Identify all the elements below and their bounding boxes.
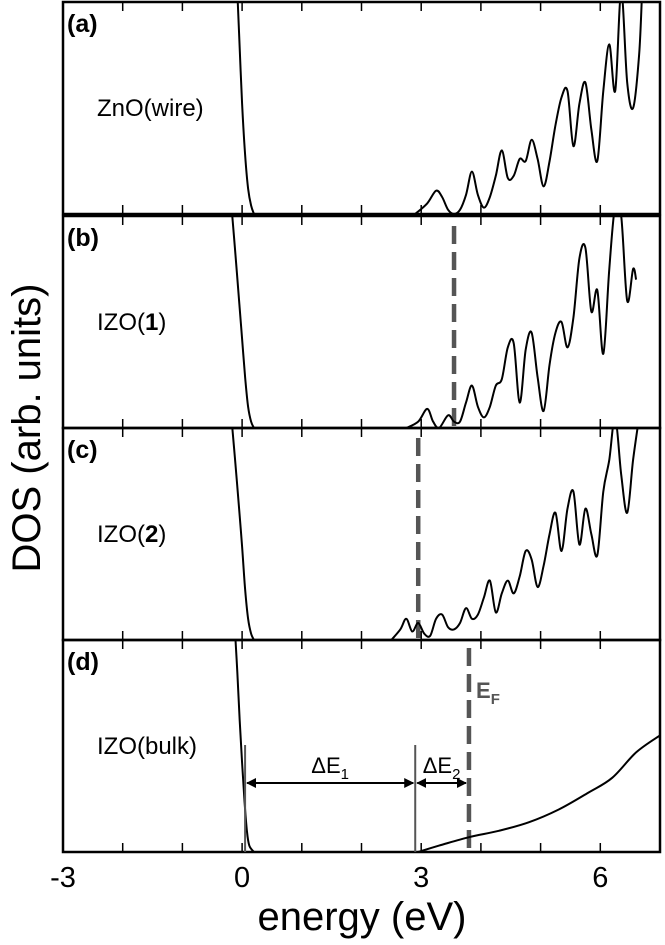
fermi-level-label-base: E bbox=[476, 678, 491, 703]
fermi-level-label-subscript: F bbox=[491, 691, 500, 708]
panel-tag: (d) bbox=[67, 648, 99, 676]
delta-e2-label-base: ΔE bbox=[423, 753, 452, 778]
panel-tag: (c) bbox=[67, 436, 98, 464]
panels: (a)ZnO(wire)(b)IZO(1)(c)IZO(2)(d)IZO(bul… bbox=[61, 0, 662, 854]
panel-tag: (b) bbox=[67, 224, 99, 252]
system-label-text: IZO( bbox=[97, 309, 145, 336]
x-tick-label: 0 bbox=[234, 862, 250, 894]
system-label-bold: 2 bbox=[145, 521, 158, 548]
valence-band-curve bbox=[231, 428, 255, 640]
conduction-band-curve bbox=[417, 734, 660, 852]
panel-b: (b) IZO(1) bbox=[61, 214, 662, 430]
panel-tag: (a) bbox=[67, 10, 98, 38]
y-axis-label: DOS (arb. units) bbox=[5, 284, 49, 573]
conduction-band-curve bbox=[414, 2, 643, 214]
system-label-suffix: ) bbox=[158, 521, 166, 548]
valence-band-curve bbox=[231, 216, 255, 428]
system-label: ZnO(wire) bbox=[97, 95, 204, 122]
conduction-band-curve bbox=[405, 216, 638, 428]
x-tick-labels: -3 0 3 6 bbox=[50, 862, 608, 894]
panel-c: (c) IZO(2) bbox=[61, 426, 662, 642]
system-label-text: IZO( bbox=[97, 521, 145, 548]
delta-e2-label: ΔE2 bbox=[423, 753, 461, 783]
x-tick-label: -3 bbox=[50, 862, 76, 894]
system-label-suffix: ) bbox=[158, 309, 166, 336]
delta-e1-label-base: ΔE bbox=[311, 753, 340, 778]
system-label: IZO(1) bbox=[97, 309, 166, 336]
system-label-text: ZnO(wire) bbox=[97, 95, 204, 122]
valence-band-curve bbox=[236, 2, 255, 214]
x-tick-label: 6 bbox=[592, 862, 608, 894]
delta-e1-label: ΔE1 bbox=[311, 753, 349, 783]
system-label-text: IZO(bulk) bbox=[97, 733, 197, 760]
system-label: IZO(bulk) bbox=[97, 733, 197, 760]
system-label-bold: 1 bbox=[145, 309, 158, 336]
panel-a: (a) ZnO(wire) bbox=[61, 0, 662, 216]
x-tick-label: 3 bbox=[413, 862, 429, 894]
valence-band-curve bbox=[234, 640, 255, 852]
delta-e1-label-subscript: 1 bbox=[341, 766, 349, 783]
fermi-level-label: EF bbox=[476, 678, 500, 708]
system-label: IZO(2) bbox=[97, 521, 166, 548]
delta-e2-label-subscript: 2 bbox=[452, 766, 460, 783]
conduction-band-curve bbox=[390, 428, 639, 640]
x-axis-label: energy (eV) bbox=[258, 895, 467, 939]
